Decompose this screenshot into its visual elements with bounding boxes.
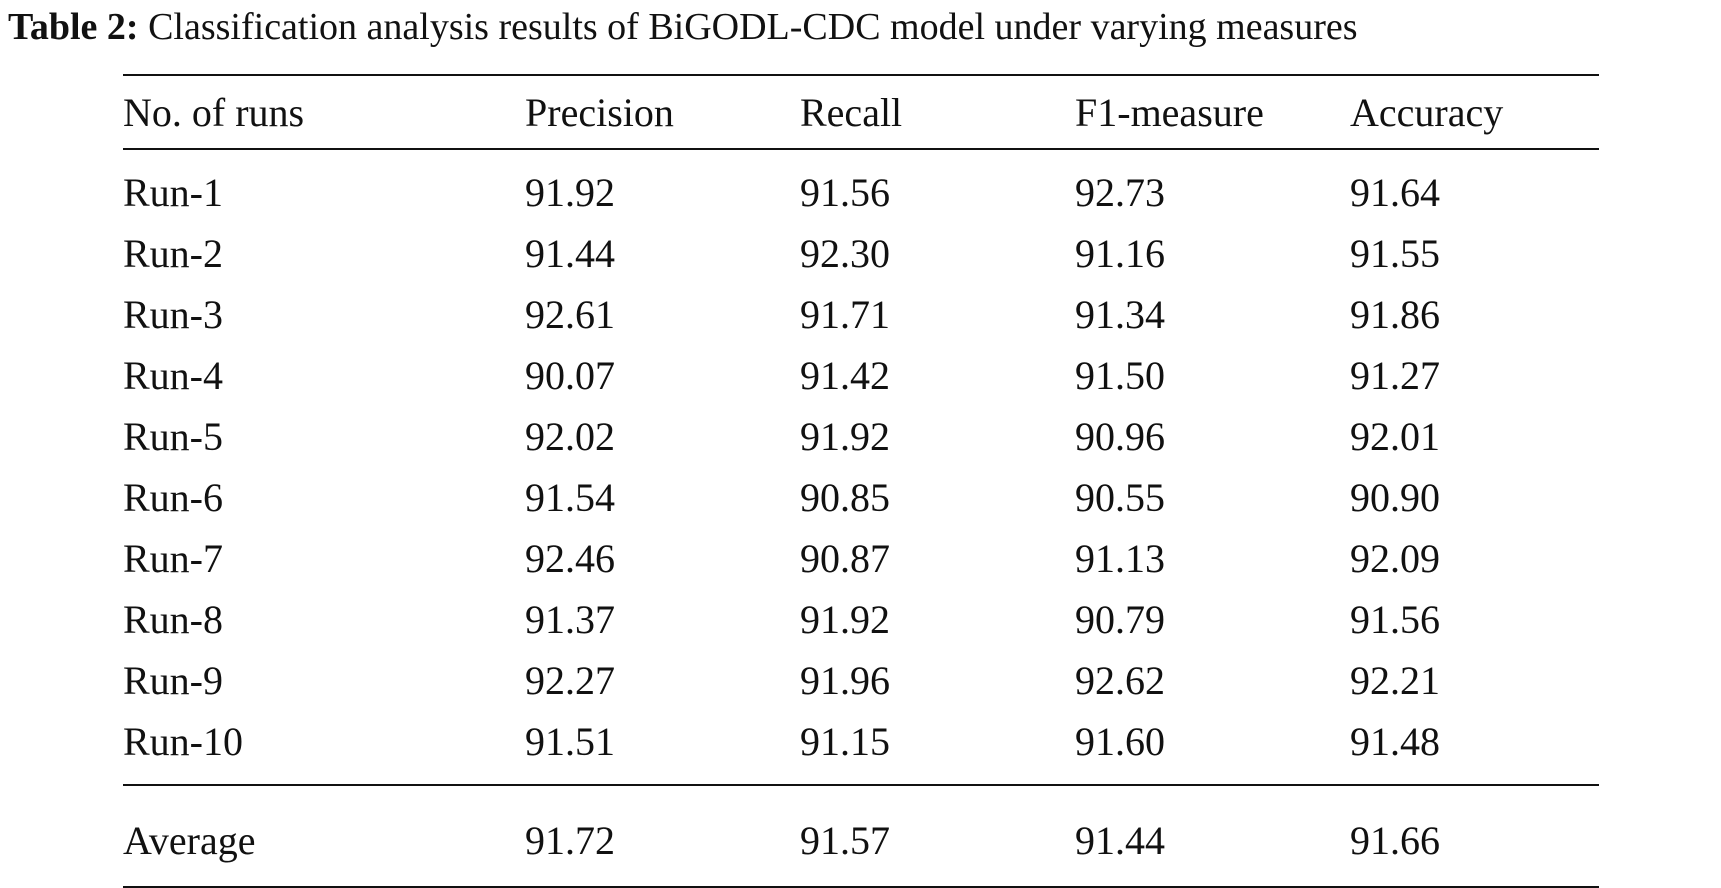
average-row: Average 91.72 91.57 91.44 91.66 xyxy=(123,785,1599,887)
cell-precision: 91.44 xyxy=(525,231,615,276)
cell-accuracy: 90.90 xyxy=(1350,475,1440,520)
cell-f1-measure: 91.50 xyxy=(1075,353,1165,398)
cell-average-label: Average xyxy=(123,817,256,863)
cell-accuracy: 91.27 xyxy=(1350,353,1440,398)
cell-accuracy: 91.64 xyxy=(1350,170,1440,215)
cell-precision: 92.61 xyxy=(525,292,615,337)
cell-f1-measure: 90.79 xyxy=(1075,597,1165,642)
header-precision: Precision xyxy=(525,89,674,135)
caption-label: Table 2: xyxy=(8,6,139,48)
cell-average-recall: 91.57 xyxy=(800,817,890,863)
cell-recall: 91.92 xyxy=(800,414,890,459)
cell-recall: 90.85 xyxy=(800,475,890,520)
cell-average-accuracy: 91.66 xyxy=(1350,817,1440,863)
results-table-container: No. of runs Precision Recall F1-measure … xyxy=(123,74,1599,888)
cell-precision: 91.54 xyxy=(525,475,615,520)
cell-run: Run-8 xyxy=(123,597,223,642)
table-caption: Table 2: Classification analysis results… xyxy=(8,2,1718,52)
header-runs: No. of runs xyxy=(123,89,305,135)
cell-run: Run-3 xyxy=(123,292,223,337)
cell-run: Run-6 xyxy=(123,475,223,520)
cell-f1-measure: 92.73 xyxy=(1075,170,1165,215)
table-average-section: Average 91.72 91.57 91.44 91.66 xyxy=(123,785,1599,887)
header-f1-measure: F1-measure xyxy=(1075,89,1264,135)
cell-recall: 91.56 xyxy=(800,170,890,215)
cell-accuracy: 92.09 xyxy=(1350,536,1440,581)
cell-run: Run-7 xyxy=(123,536,223,581)
cell-f1-measure: 92.62 xyxy=(1075,658,1165,703)
cell-recall: 91.71 xyxy=(800,292,890,337)
table-row: Run-10 91.51 91.15 91.60 91.48 xyxy=(123,711,1599,785)
cell-run: Run-10 xyxy=(123,719,243,764)
table-row: Run-1 91.92 91.56 92.73 91.64 xyxy=(123,149,1599,223)
cell-recall: 92.30 xyxy=(800,231,890,276)
cell-f1-measure: 91.34 xyxy=(1075,292,1165,337)
table-row: Run-5 92.02 91.92 90.96 92.01 xyxy=(123,406,1599,467)
cell-average-precision: 91.72 xyxy=(525,817,615,863)
table-row: Run-6 91.54 90.85 90.55 90.90 xyxy=(123,467,1599,528)
table-body: Run-1 91.92 91.56 92.73 91.64 Run-2 91.4… xyxy=(123,149,1599,785)
cell-recall: 91.92 xyxy=(800,597,890,642)
cell-run: Run-5 xyxy=(123,414,223,459)
cell-f1-measure: 91.16 xyxy=(1075,231,1165,276)
cell-precision: 91.92 xyxy=(525,170,615,215)
cell-recall: 90.87 xyxy=(800,536,890,581)
cell-accuracy: 91.56 xyxy=(1350,597,1440,642)
cell-precision: 90.07 xyxy=(525,353,615,398)
table-header: No. of runs Precision Recall F1-measure … xyxy=(123,75,1599,149)
table-row: Run-3 92.61 91.71 91.34 91.86 xyxy=(123,284,1599,345)
cell-accuracy: 92.21 xyxy=(1350,658,1440,703)
header-row: No. of runs Precision Recall F1-measure … xyxy=(123,75,1599,149)
header-accuracy: Accuracy xyxy=(1350,89,1504,135)
cell-precision: 91.51 xyxy=(525,719,615,764)
header-recall: Recall xyxy=(800,89,903,135)
table-row: Run-7 92.46 90.87 91.13 92.09 xyxy=(123,528,1599,589)
cell-recall: 91.15 xyxy=(800,719,890,764)
cell-precision: 91.37 xyxy=(525,597,615,642)
cell-precision: 92.02 xyxy=(525,414,615,459)
cell-recall: 91.42 xyxy=(800,353,890,398)
cell-accuracy: 91.55 xyxy=(1350,231,1440,276)
cell-f1-measure: 91.60 xyxy=(1075,719,1165,764)
cell-precision: 92.27 xyxy=(525,658,615,703)
caption-text: Classification analysis results of BiGOD… xyxy=(148,6,1358,48)
table-row: Run-9 92.27 91.96 92.62 92.21 xyxy=(123,650,1599,711)
cell-run: Run-2 xyxy=(123,231,223,276)
cell-accuracy: 91.48 xyxy=(1350,719,1440,764)
table-row: Run-2 91.44 92.30 91.16 91.55 xyxy=(123,223,1599,284)
cell-run: Run-1 xyxy=(123,170,223,215)
cell-precision: 92.46 xyxy=(525,536,615,581)
cell-accuracy: 91.86 xyxy=(1350,292,1440,337)
results-table: No. of runs Precision Recall F1-measure … xyxy=(123,74,1599,888)
cell-f1-measure: 90.55 xyxy=(1075,475,1165,520)
cell-run: Run-4 xyxy=(123,353,223,398)
cell-f1-measure: 90.96 xyxy=(1075,414,1165,459)
cell-run: Run-9 xyxy=(123,658,223,703)
cell-f1-measure: 91.13 xyxy=(1075,536,1165,581)
cell-accuracy: 92.01 xyxy=(1350,414,1440,459)
cell-average-f1-measure: 91.44 xyxy=(1075,817,1165,863)
table-row: Run-8 91.37 91.92 90.79 91.56 xyxy=(123,589,1599,650)
table-row: Run-4 90.07 91.42 91.50 91.27 xyxy=(123,345,1599,406)
cell-recall: 91.96 xyxy=(800,658,890,703)
